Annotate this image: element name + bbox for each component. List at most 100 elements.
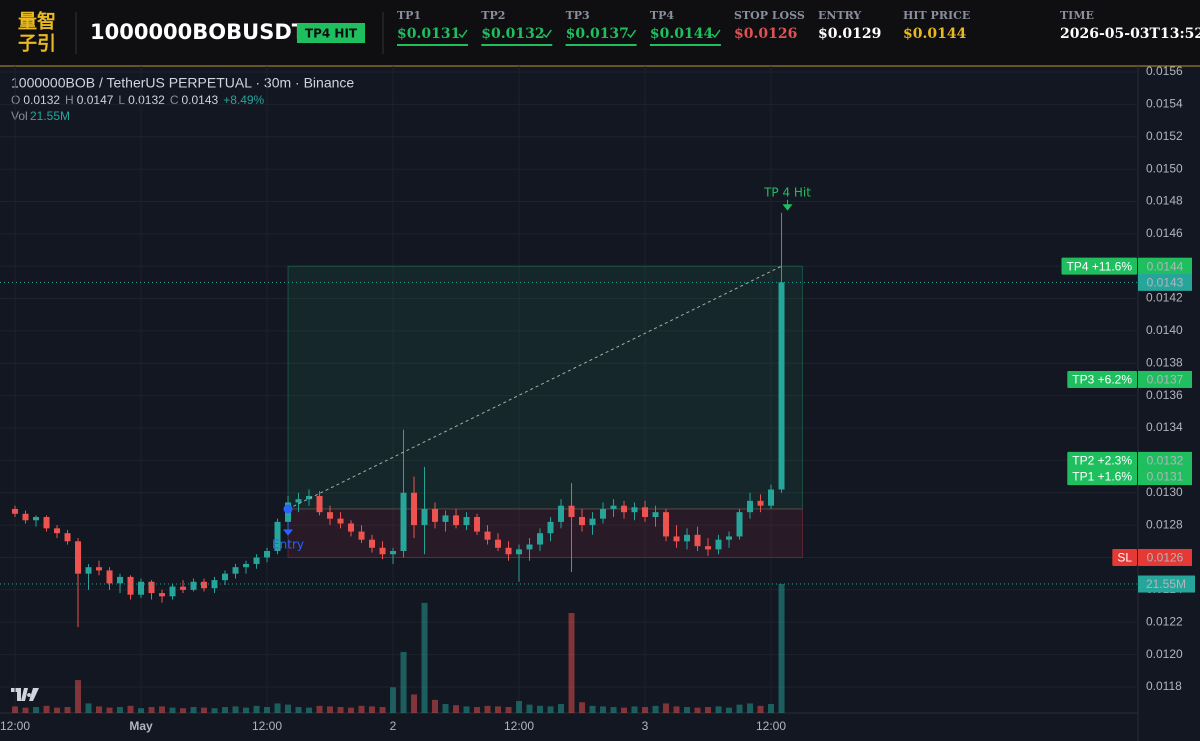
level-name-bg <box>1067 468 1137 486</box>
candle-body <box>180 586 187 590</box>
candle-body <box>705 546 712 550</box>
candle-body <box>379 547 386 555</box>
chart-title: 1000000BOB / TetherUS PERPETUAL · 30m · … <box>11 75 354 91</box>
volume-bar <box>558 704 565 713</box>
symbol: 1000000BOBUSDT <box>90 20 307 44</box>
volume-bar <box>22 707 29 713</box>
candle-body <box>652 512 659 518</box>
volume-bar <box>159 706 166 713</box>
stat-label: TP4 <box>650 9 674 22</box>
level-price-bg <box>1138 468 1192 486</box>
badge-bg <box>297 23 365 43</box>
candle-body <box>495 539 502 548</box>
volume-bar <box>757 705 764 713</box>
ohlc-value: 0.0143 <box>181 93 218 107</box>
logo: 量智 <box>18 10 56 33</box>
volume-price-bg <box>1138 575 1195 593</box>
candle-body <box>64 533 71 542</box>
volume-bar <box>148 707 155 713</box>
candle-body <box>106 570 113 584</box>
candle-body <box>600 508 607 519</box>
volume-bar <box>274 703 281 713</box>
y-tick-label: 0.0150 <box>1146 161 1183 175</box>
candle-body <box>526 544 533 550</box>
change: +8.49% <box>223 93 264 107</box>
level-name: TP2 +2.3% <box>1072 454 1132 468</box>
candle-body <box>463 517 470 526</box>
candle-body <box>232 567 239 574</box>
volume-bar <box>642 707 649 713</box>
y-tick-label: 0.0140 <box>1146 323 1183 337</box>
volume-bar <box>442 704 449 713</box>
volume-bar <box>411 694 418 713</box>
candle-body <box>673 536 680 542</box>
candle-body <box>726 536 733 540</box>
volume-bar <box>327 706 334 713</box>
volume-bar <box>547 706 554 713</box>
y-tick-label: 0.0146 <box>1146 226 1183 240</box>
volume-bar <box>610 707 617 713</box>
candle-body <box>316 495 323 513</box>
volume-bar <box>537 705 544 713</box>
candle-body <box>558 505 565 522</box>
stat-value: $0.0137 <box>566 26 629 42</box>
candle-body <box>610 505 617 509</box>
volume-bar <box>316 705 323 713</box>
volume-bar <box>526 704 533 713</box>
volume-bar <box>379 707 386 713</box>
check-icon <box>458 29 468 39</box>
candle-body <box>253 557 260 564</box>
volume-bar <box>54 707 61 713</box>
volume-bar <box>736 704 743 713</box>
stat-label: TP1 <box>397 9 421 22</box>
level-price-bg <box>1138 548 1192 566</box>
volume-bar <box>400 651 407 713</box>
volume-bar <box>12 706 19 713</box>
x-tick-label: May <box>129 719 153 733</box>
check-icon <box>542 29 552 39</box>
candle-body <box>400 492 407 552</box>
stat-value: $0.0144 <box>903 26 967 42</box>
volume-bar <box>253 705 260 713</box>
candle-body <box>484 531 491 540</box>
volume-bar <box>43 705 50 713</box>
candle-body <box>694 534 701 547</box>
check-icon <box>627 29 637 39</box>
check-icon <box>711 29 721 39</box>
candle-body <box>736 512 743 537</box>
level-name-bg <box>1067 451 1137 469</box>
candle-body <box>264 551 271 558</box>
volume-bar <box>201 707 208 713</box>
volume-bar <box>673 706 680 713</box>
volume-bar <box>684 707 691 713</box>
candle-body <box>631 507 638 513</box>
volume-bar <box>421 602 428 713</box>
ohlc-label: C <box>170 93 179 107</box>
candle-body <box>306 495 313 500</box>
stat-label: TIME <box>1060 9 1094 22</box>
candle-body <box>768 489 775 506</box>
x-tick-label: 2 <box>390 719 397 733</box>
candle-body <box>127 576 134 595</box>
y-tick-label: 0.0136 <box>1146 388 1183 402</box>
ohlc-value: 0.0132 <box>23 93 60 107</box>
volume-bar <box>33 707 40 713</box>
candle-body <box>537 533 544 545</box>
volume-bar <box>169 707 176 713</box>
candle-body <box>327 512 334 519</box>
level-price: 0.0131 <box>1147 470 1184 484</box>
level-name-bg <box>1112 548 1137 566</box>
stat-value: 2026-05-03T13:52 <box>1060 26 1200 42</box>
candle-body <box>159 593 166 597</box>
candle-body <box>54 528 61 534</box>
level-price: 0.0144 <box>1147 259 1184 273</box>
candle-body <box>117 576 124 584</box>
candle-body <box>568 505 575 518</box>
volume-bar <box>705 707 712 713</box>
candle-body <box>390 551 397 555</box>
candle-body <box>43 517 50 529</box>
y-tick-label: 0.0148 <box>1146 194 1183 208</box>
volume-bar <box>358 705 365 713</box>
